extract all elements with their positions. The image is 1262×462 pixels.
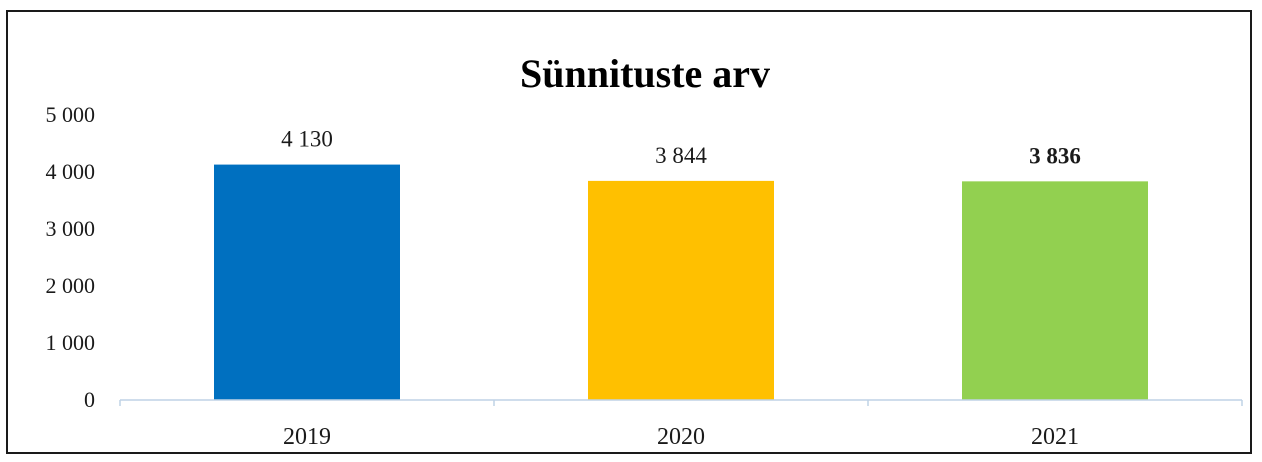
y-axis: 0 1 000 2 000 3 000 4 000 5 000 [46, 102, 96, 412]
x-axis: 2019 2020 2021 [119, 399, 1243, 450]
y-tick-label: 1 000 [46, 330, 96, 355]
y-tick-label: 3 000 [46, 216, 96, 241]
y-tick-label: 2 000 [46, 273, 96, 298]
data-label: 4 130 [281, 127, 333, 152]
x-tick-label: 2021 [1031, 424, 1079, 450]
y-tick-label: 5 000 [46, 102, 96, 127]
x-tick-label: 2020 [657, 424, 705, 450]
data-label: 3 844 [655, 143, 707, 168]
bar-2019 [214, 164, 400, 400]
chart-title: Sünnituste arv [520, 51, 770, 96]
y-tick-label: 0 [84, 387, 95, 412]
bar-2020 [588, 180, 774, 400]
bar-2021 [962, 181, 1148, 400]
bars [214, 164, 1148, 400]
data-label: 3 836 [1029, 143, 1081, 168]
x-tick-label: 2019 [283, 424, 331, 450]
data-labels: 4 130 3 844 3 836 [281, 127, 1081, 169]
y-tick-label: 4 000 [46, 159, 96, 184]
